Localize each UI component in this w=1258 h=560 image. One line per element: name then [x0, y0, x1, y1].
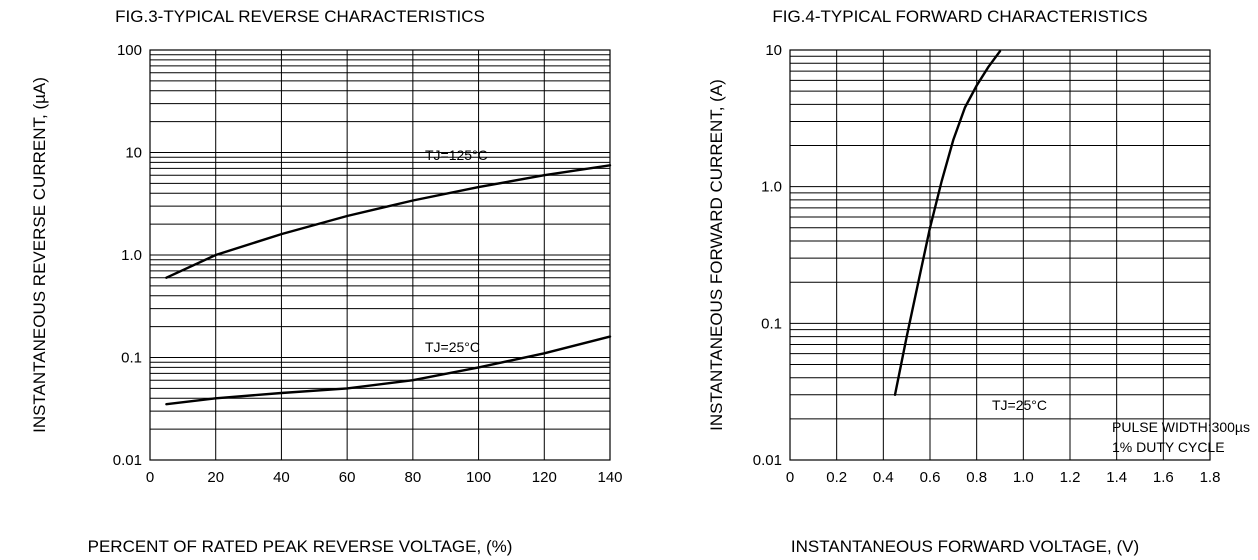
reverse-y-axis-title: INSTANTANEOUS REVERSE CURRENT, (µA)	[30, 77, 49, 433]
x-tick-label: 0	[146, 469, 154, 486]
y-tick-label: 0.01	[753, 452, 782, 469]
reverse-annotation-25c: TJ=25°C	[425, 339, 480, 355]
y-tick-label: 1.0	[761, 179, 782, 196]
y-tick-label: 100	[117, 42, 142, 59]
forward-x-axis-title: INSTANTANEOUS FORWARD VOLTAGE, (V)	[791, 537, 1139, 556]
forward-annotation-pulse-width: PULSE WIDTH:300µs	[1112, 419, 1250, 435]
forward-annotation-tj25: TJ=25°C	[992, 397, 1047, 413]
forward-grid	[789, 49, 1211, 461]
x-tick-label: 80	[405, 469, 422, 486]
x-tick-label: 60	[339, 469, 356, 486]
forward-annotation-duty-cycle: 1% DUTY CYCLE	[1112, 439, 1225, 455]
reverse-x-axis-title: PERCENT OF RATED PEAK REVERSE VOLTAGE, (…	[88, 537, 513, 556]
forward-characteristics-chart: FIG.4-TYPICAL FORWARD CHARACTERISTICS 10…	[707, 7, 1250, 556]
forward-x-tick-labels: 0 0.2 0.4 0.6 0.8 1.0 1.2 1.4 1.6 1.8	[786, 469, 1221, 486]
reverse-x-tick-labels: 0 20 40 60 80 100 120 140	[146, 469, 623, 486]
x-tick-label: 1.8	[1200, 469, 1221, 486]
x-tick-label: 0.4	[873, 469, 894, 486]
y-tick-label: 10	[765, 42, 782, 59]
x-tick-label: 140	[597, 469, 622, 486]
series-line-1	[165, 164, 612, 279]
series-line-1	[893, 50, 1002, 396]
y-tick-label: 10	[125, 145, 142, 162]
reverse-y-tick-labels: 100 10 1.0 0.1 0.01	[113, 42, 142, 469]
y-tick-label: 0.01	[113, 452, 142, 469]
x-tick-label: 1.2	[1060, 469, 1081, 486]
reverse-characteristics-chart: FIG.3-TYPICAL REVERSE CHARACTERISTICS 10…	[30, 7, 623, 556]
x-tick-label: 0	[786, 469, 794, 486]
reverse-chart-title: FIG.3-TYPICAL REVERSE CHARACTERISTICS	[115, 7, 485, 26]
reverse-grid	[149, 49, 611, 461]
y-tick-label: 0.1	[121, 350, 142, 367]
y-tick-label: 0.1	[761, 315, 782, 332]
x-tick-label: 40	[273, 469, 290, 486]
x-tick-label: 20	[207, 469, 224, 486]
forward-y-tick-labels: 10 1.0 0.1 0.01	[753, 42, 782, 469]
x-tick-label: 0.2	[826, 469, 847, 486]
x-tick-label: 1.0	[1013, 469, 1034, 486]
x-tick-label: 120	[532, 469, 557, 486]
y-tick-label: 1.0	[121, 247, 142, 264]
x-tick-label: 1.6	[1153, 469, 1174, 486]
forward-curves	[893, 50, 1002, 396]
x-tick-label: 100	[466, 469, 491, 486]
forward-y-axis-title: INSTANTANEOUS FORWARD CURRENT, (A)	[707, 79, 726, 431]
series-line-2	[165, 335, 612, 406]
x-tick-label: 0.6	[920, 469, 941, 486]
reverse-curves	[165, 164, 612, 406]
x-tick-label: 0.8	[966, 469, 987, 486]
x-tick-label: 1.4	[1106, 469, 1127, 486]
reverse-annotation-125c: TJ=125°C	[425, 147, 488, 163]
forward-chart-title: FIG.4-TYPICAL FORWARD CHARACTERISTICS	[772, 7, 1147, 26]
